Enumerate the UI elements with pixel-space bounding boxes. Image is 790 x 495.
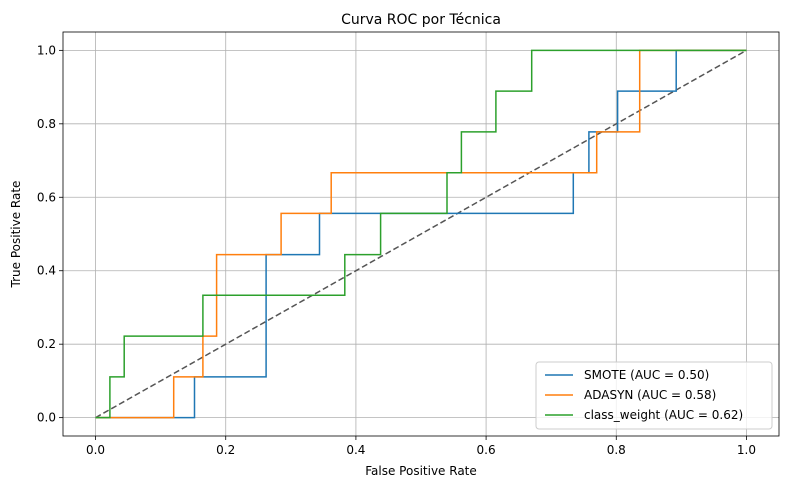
chance-diagonal-line: [95, 49, 747, 419]
y-tick-label: 0.2: [37, 337, 56, 351]
y-tick-label: 0.8: [37, 117, 56, 131]
y-axis-label: True Positive Rate: [9, 181, 23, 289]
legend-label-smote: SMOTE (AUC = 0.50): [584, 368, 709, 382]
x-tick-label: 0.2: [216, 443, 235, 457]
y-axis-ticks: 0.0 0.2 0.4 0.6 0.8 1.0: [37, 43, 63, 425]
x-tick-label: 0.0: [86, 443, 105, 457]
roc-curve-class-weight: [95, 49, 747, 419]
roc-curve-smote: [95, 49, 747, 419]
diagonal-reference: [95, 49, 747, 419]
x-tick-label: 1.0: [737, 443, 756, 457]
plot-frame: [62, 31, 780, 437]
legend: SMOTE (AUC = 0.50) ADASYN (AUC = 0.58) c…: [535, 361, 773, 430]
legend-box: [535, 361, 773, 430]
x-axis-ticks: 0.0 0.2 0.4 0.6 0.8 1.0: [86, 436, 756, 457]
y-tick-label: 0.4: [37, 264, 56, 278]
legend-label-class-weight: class_weight (AUC = 0.62): [584, 408, 743, 422]
y-tick-label: 0.0: [37, 411, 56, 425]
x-axis-label: False Positive Rate: [365, 464, 477, 478]
chart-title: Curva ROC por Técnica: [341, 12, 501, 28]
x-tick-label: 0.6: [477, 443, 496, 457]
legend-label-adasyn: ADASYN (AUC = 0.58): [584, 388, 716, 402]
x-tick-label: 0.4: [346, 443, 365, 457]
series-layer: [95, 49, 747, 419]
y-tick-label: 1.0: [37, 43, 56, 57]
roc-curve-adasyn: [95, 49, 747, 419]
x-tick-label: 0.8: [607, 443, 626, 457]
y-tick-label: 0.6: [37, 190, 56, 204]
